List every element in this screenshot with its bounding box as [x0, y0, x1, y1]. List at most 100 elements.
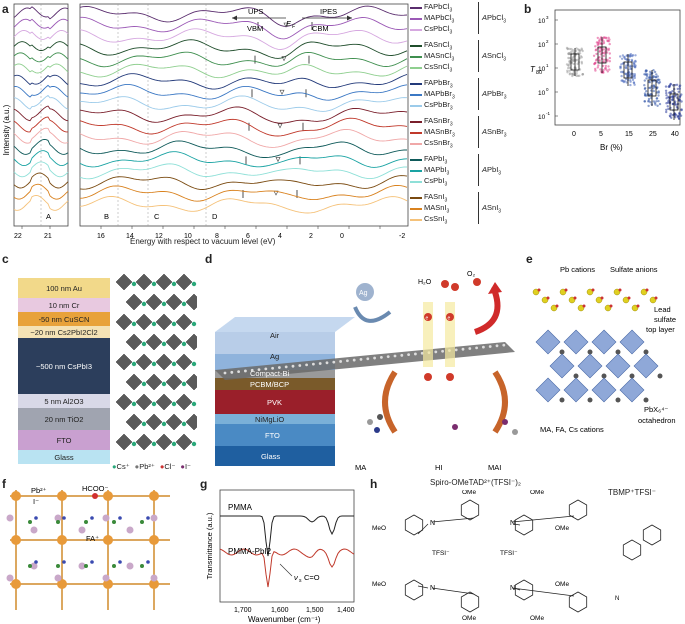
e-cations: MA, FA, Cs cations	[540, 425, 604, 434]
b-dot	[678, 98, 682, 102]
e-sulfate: Sulfate anions	[610, 265, 658, 274]
c-cs-atom	[161, 421, 167, 427]
e-sulfate-unit	[577, 304, 585, 312]
c-octahedron	[115, 273, 133, 291]
b-dot	[607, 48, 610, 52]
b-ytick-label: 10	[538, 18, 546, 25]
b-dot	[674, 95, 677, 98]
b-dot	[567, 64, 570, 67]
b-dot	[620, 79, 623, 82]
h-benzene-ring	[514, 579, 534, 601]
h-benzene-ring	[642, 524, 662, 546]
c-layer: Glass	[18, 450, 110, 464]
d-bi-atom	[366, 357, 370, 361]
a-legend-swatch	[410, 6, 422, 9]
e-sulfate-unit	[595, 296, 603, 304]
b-dot	[665, 108, 668, 112]
b-ytick-label: 10	[538, 66, 546, 73]
b-dot	[654, 103, 657, 106]
b-dot	[577, 51, 580, 54]
a-curve-right-6	[79, 73, 408, 90]
f-pb-atom	[11, 491, 21, 501]
b-ytick-exp: 3	[546, 15, 549, 20]
b-dot	[629, 75, 632, 78]
f-pb: Pb²⁺	[31, 486, 47, 495]
a-tick-m2: -2	[399, 233, 405, 240]
a-tick-14: 14	[126, 233, 134, 240]
d-bi-atom	[312, 362, 315, 366]
a-legend-item: FAPbI3	[410, 154, 447, 166]
b-dot	[677, 114, 681, 118]
h-tfsi-nitrogen: N	[615, 596, 619, 602]
e-octahedron	[619, 377, 645, 403]
e-sulfate-unit	[550, 304, 558, 312]
h-group-label: OMe	[530, 490, 544, 496]
legend-cs: Cs⁺	[116, 462, 130, 471]
b-dot	[656, 104, 659, 108]
c-cs-atom	[171, 281, 177, 287]
c-octahedron	[125, 373, 143, 391]
c-cs-atom	[181, 381, 187, 387]
d-bi-atom	[373, 356, 376, 360]
c-cs-atom	[151, 401, 157, 407]
b-xtick-label: 5	[599, 131, 603, 138]
panel-g-plot: PMMA PMMA-PbI2 ν s C=O 1,700 1,600 1,500…	[205, 489, 355, 624]
c-octahedron	[155, 353, 173, 371]
a-curve-left-2	[13, 29, 69, 40]
a-curve-left-16	[13, 183, 69, 200]
b-dot	[619, 67, 622, 70]
b-dot	[576, 74, 580, 78]
e-octahedron	[591, 377, 617, 403]
c-cs-atom	[141, 421, 147, 427]
b-dot	[643, 93, 647, 97]
b-dot	[629, 65, 632, 69]
b-dot	[594, 59, 598, 62]
c-octahedron	[135, 313, 153, 331]
b-dot	[645, 77, 648, 80]
a-legend-item: FASnI3	[410, 192, 447, 204]
a-curve-right-0	[79, 5, 408, 27]
b-dot	[653, 70, 657, 74]
b-dot	[625, 64, 628, 67]
e-cation	[643, 397, 649, 403]
a-curve-left-17	[13, 194, 69, 211]
a-legend-item: MASnCl3	[410, 51, 454, 63]
ups-label: UPS	[248, 7, 263, 16]
b-dot	[680, 100, 683, 103]
b-dot	[572, 49, 575, 52]
d-bi-atom	[488, 345, 492, 348]
d-bi-atom	[454, 348, 458, 352]
e-oxygen	[546, 296, 550, 300]
c-cs-atom	[151, 441, 157, 447]
f-fa-nitrogen	[146, 560, 150, 564]
e-oxygen	[582, 304, 586, 308]
a-legend-group-label: APbI3	[482, 165, 502, 177]
d-bi-atom	[250, 368, 254, 372]
b-xtick-label: 0	[572, 131, 576, 138]
panel-h-label: h	[370, 477, 378, 491]
f-iodide-atom	[150, 574, 158, 582]
f-fa: FA⁺	[86, 534, 99, 543]
panel-d-label: d	[205, 252, 213, 266]
b-dot	[648, 86, 651, 90]
d-pcbm: PCBM/BCP	[250, 380, 289, 389]
b-dot	[581, 73, 584, 76]
a-legend-text: MAPbBr3	[424, 89, 455, 101]
d-bi-atom	[414, 352, 417, 356]
a-curve-left-9	[13, 105, 69, 122]
b-dot	[652, 89, 655, 93]
b-dot	[665, 91, 668, 95]
a-legend-group: FASnI3 MASnI3 CsSnI3 ASnI3	[410, 192, 520, 228]
c-octahedron	[125, 333, 143, 351]
h-benzene-ring	[568, 591, 588, 613]
h-nitrogen: N	[510, 520, 515, 527]
b-dot	[675, 83, 679, 87]
e-sulfate-unit	[622, 296, 630, 304]
b-dot	[567, 56, 570, 60]
a-legend-swatch	[410, 180, 422, 183]
f-fa-nitrogen	[34, 560, 38, 564]
a-curve-right-12	[79, 140, 407, 158]
c-cs-atom	[141, 381, 147, 387]
c-octahedron	[185, 413, 197, 431]
